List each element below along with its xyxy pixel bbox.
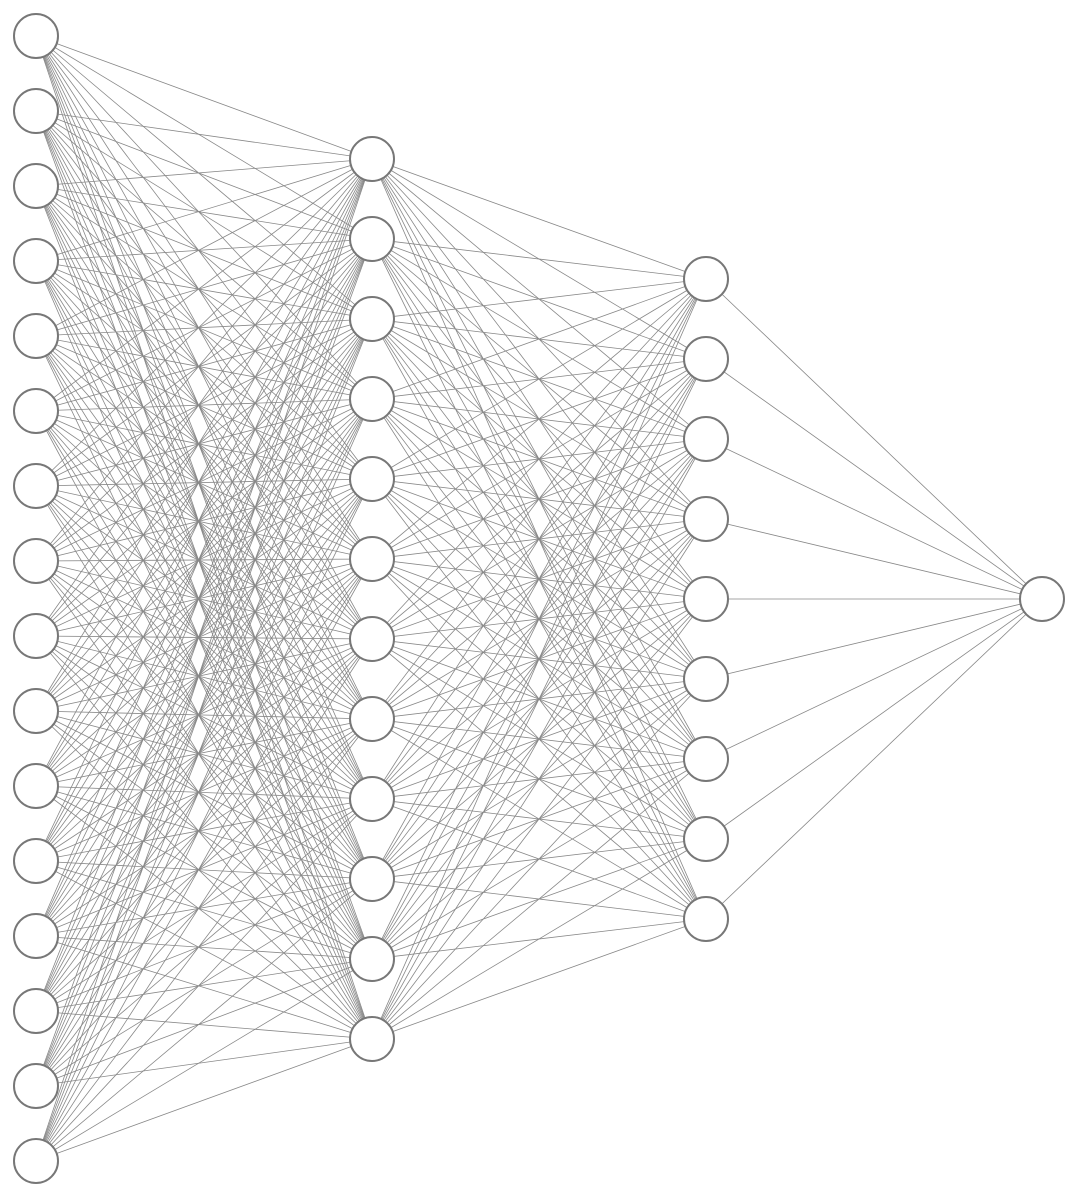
edge: [36, 559, 372, 936]
node-layer0-13: [14, 989, 58, 1033]
node-layer2-5: [684, 657, 728, 701]
edge: [36, 319, 372, 1086]
edge: [36, 799, 372, 861]
edge: [36, 261, 372, 799]
edge: [36, 399, 372, 936]
node-layer0-0: [14, 14, 58, 58]
edge: [36, 111, 372, 159]
edge: [36, 261, 372, 559]
node-layer2-6: [684, 737, 728, 781]
node-layer1-8: [350, 777, 394, 821]
node-layer3-0: [1020, 577, 1064, 621]
node-layer1-1: [350, 217, 394, 261]
edge: [36, 719, 372, 1086]
edge: [706, 599, 1042, 759]
edge: [36, 399, 372, 861]
node-layer0-10: [14, 764, 58, 808]
edge: [36, 479, 372, 1011]
edge: [706, 599, 1042, 679]
edge: [706, 519, 1042, 599]
node-layer1-2: [350, 297, 394, 341]
edge: [36, 36, 372, 159]
edge: [36, 639, 372, 936]
edge: [36, 786, 372, 1039]
node-layer0-9: [14, 689, 58, 733]
node-layer1-4: [350, 457, 394, 501]
edge: [36, 159, 372, 561]
node-layer0-14: [14, 1064, 58, 1108]
edge: [36, 261, 372, 639]
node-layer2-0: [684, 257, 728, 301]
node-layer0-3: [14, 239, 58, 283]
edge: [36, 319, 372, 786]
edge: [36, 159, 372, 411]
neural-network-diagram: [0, 0, 1080, 1198]
node-layer0-15: [14, 1139, 58, 1183]
edge: [706, 599, 1042, 919]
node-layer0-2: [14, 164, 58, 208]
edge: [36, 159, 372, 861]
edge: [36, 111, 372, 479]
node-layer0-4: [14, 314, 58, 358]
edge: [36, 336, 372, 799]
edge: [36, 336, 372, 959]
node-layer0-12: [14, 914, 58, 958]
edge: [36, 879, 372, 1161]
edge: [36, 639, 372, 1086]
edge: [36, 336, 372, 1039]
node-layer1-3: [350, 377, 394, 421]
edge: [706, 599, 1042, 839]
edge: [706, 439, 1042, 599]
node-layer1-6: [350, 617, 394, 661]
edge: [36, 336, 372, 639]
edge: [36, 159, 372, 786]
edge: [706, 279, 1042, 599]
edge: [36, 186, 372, 719]
node-layer1-7: [350, 697, 394, 741]
node-layer1-11: [350, 1017, 394, 1061]
nodes-group: [14, 14, 1064, 1183]
edge: [36, 399, 372, 1011]
node-layer2-8: [684, 897, 728, 941]
edge: [36, 799, 372, 1161]
node-layer2-4: [684, 577, 728, 621]
node-layer1-10: [350, 937, 394, 981]
node-layer2-7: [684, 817, 728, 861]
edge: [36, 111, 372, 799]
node-layer2-1: [684, 337, 728, 381]
node-layer2-2: [684, 417, 728, 461]
edge: [706, 359, 1042, 599]
edge: [36, 959, 372, 1161]
edge: [36, 1039, 372, 1161]
node-layer0-8: [14, 614, 58, 658]
node-layer0-7: [14, 539, 58, 583]
edge: [36, 861, 372, 879]
edge: [36, 239, 372, 1011]
node-layer0-11: [14, 839, 58, 883]
node-layer0-6: [14, 464, 58, 508]
edge: [36, 559, 372, 1086]
node-layer0-5: [14, 389, 58, 433]
node-layer2-3: [684, 497, 728, 541]
node-layer1-9: [350, 857, 394, 901]
node-layer1-0: [350, 137, 394, 181]
edges-group: [36, 36, 1042, 1161]
edge: [372, 279, 706, 319]
edge: [36, 559, 372, 861]
node-layer1-5: [350, 537, 394, 581]
node-layer0-1: [14, 89, 58, 133]
edge: [36, 799, 372, 1086]
edge: [36, 786, 372, 959]
